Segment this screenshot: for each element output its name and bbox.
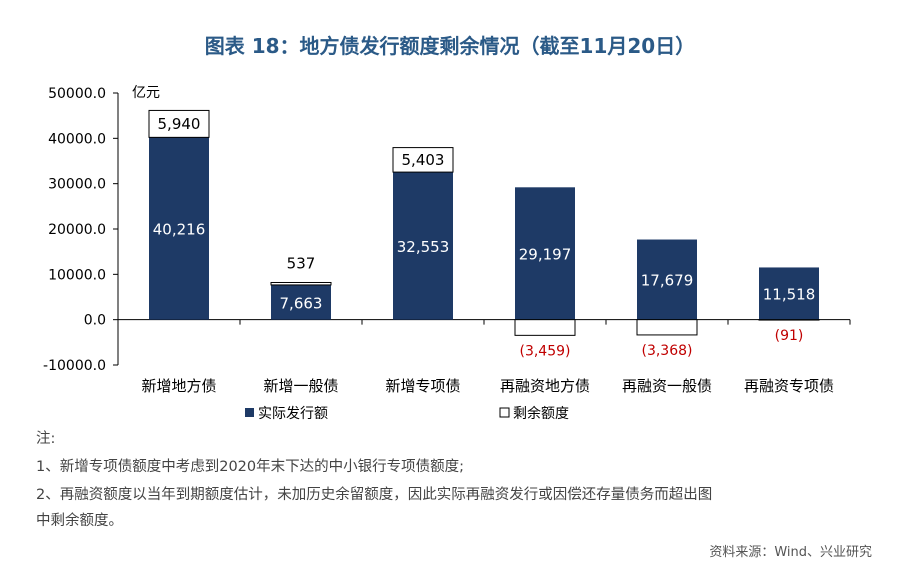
- data-label-remaining: (3,459): [519, 343, 570, 359]
- x-tick-label: 再融资一般债: [622, 377, 712, 395]
- bar-actual: [393, 172, 453, 320]
- chart-title: 图表 18：地方债发行额度剩余情况（截至11月20日）: [204, 34, 696, 58]
- bar-actual: [515, 187, 575, 320]
- notes-heading: 注:: [36, 431, 56, 447]
- data-label-actual: 32,553: [397, 238, 450, 256]
- bar-remaining: [270, 281, 332, 286]
- data-label-remaining: (91): [775, 328, 804, 344]
- bar-remaining: [148, 109, 210, 138]
- note-line-1: 1、新增专项债额度中考虑到2020年末下达的中小银行专项债额度;: [36, 459, 465, 475]
- legend-swatch-actual: [245, 408, 254, 417]
- source-note: 资料来源：Wind、兴业研究: [709, 545, 872, 560]
- data-label-remaining: 5,403: [402, 151, 445, 169]
- legend-swatch-remaining: [499, 407, 510, 418]
- bar-actual: [637, 239, 697, 320]
- legend-label-remaining: 剩余额度: [513, 405, 569, 422]
- y-tick-label: 20000.0: [48, 222, 106, 238]
- legend-label-actual: 实际发行额: [258, 406, 328, 422]
- bar-remaining: [514, 319, 576, 336]
- x-tick-label: 新增地方债: [141, 377, 216, 395]
- data-label-actual: 29,197: [519, 245, 572, 263]
- data-label-actual: 11,518: [763, 286, 816, 304]
- data-label-remaining: 5,940: [158, 115, 201, 133]
- data-label-actual: 40,216: [153, 221, 206, 239]
- bar-remaining: [636, 319, 698, 336]
- x-tick-label: 再融资地方债: [500, 377, 590, 395]
- data-label-actual: 17,679: [641, 272, 694, 290]
- note-line-2: 2、再融资额度以当年到期额度估计，未加历史余留额度，因此实际再融资发行或因偿还存…: [36, 487, 713, 503]
- y-tick-label: 30000.0: [48, 177, 106, 193]
- note-line-2-continued: 中剩余额度。: [36, 513, 123, 529]
- x-tick-label: 新增专项债: [385, 377, 460, 395]
- y-tick-label: 0.0: [84, 313, 106, 329]
- data-label-remaining: (3,368): [641, 343, 692, 359]
- y-tick-label: 10000.0: [48, 267, 106, 283]
- data-label-remaining: 537: [287, 254, 316, 272]
- x-tick-label: 再融资专项债: [744, 377, 834, 395]
- data-label-actual: 7,663: [280, 294, 323, 312]
- x-tick-label: 新增一般债: [263, 377, 338, 395]
- bar-actual: [759, 267, 819, 320]
- bar-actual: [271, 284, 331, 320]
- bar-remaining: [392, 147, 454, 173]
- y-tick-label: 50000.0: [48, 86, 106, 102]
- y-unit-label: 亿元: [132, 85, 160, 101]
- y-tick-label: 40000.0: [48, 131, 106, 147]
- bar-actual: [149, 137, 209, 320]
- y-tick-label: -10000.0: [43, 358, 106, 374]
